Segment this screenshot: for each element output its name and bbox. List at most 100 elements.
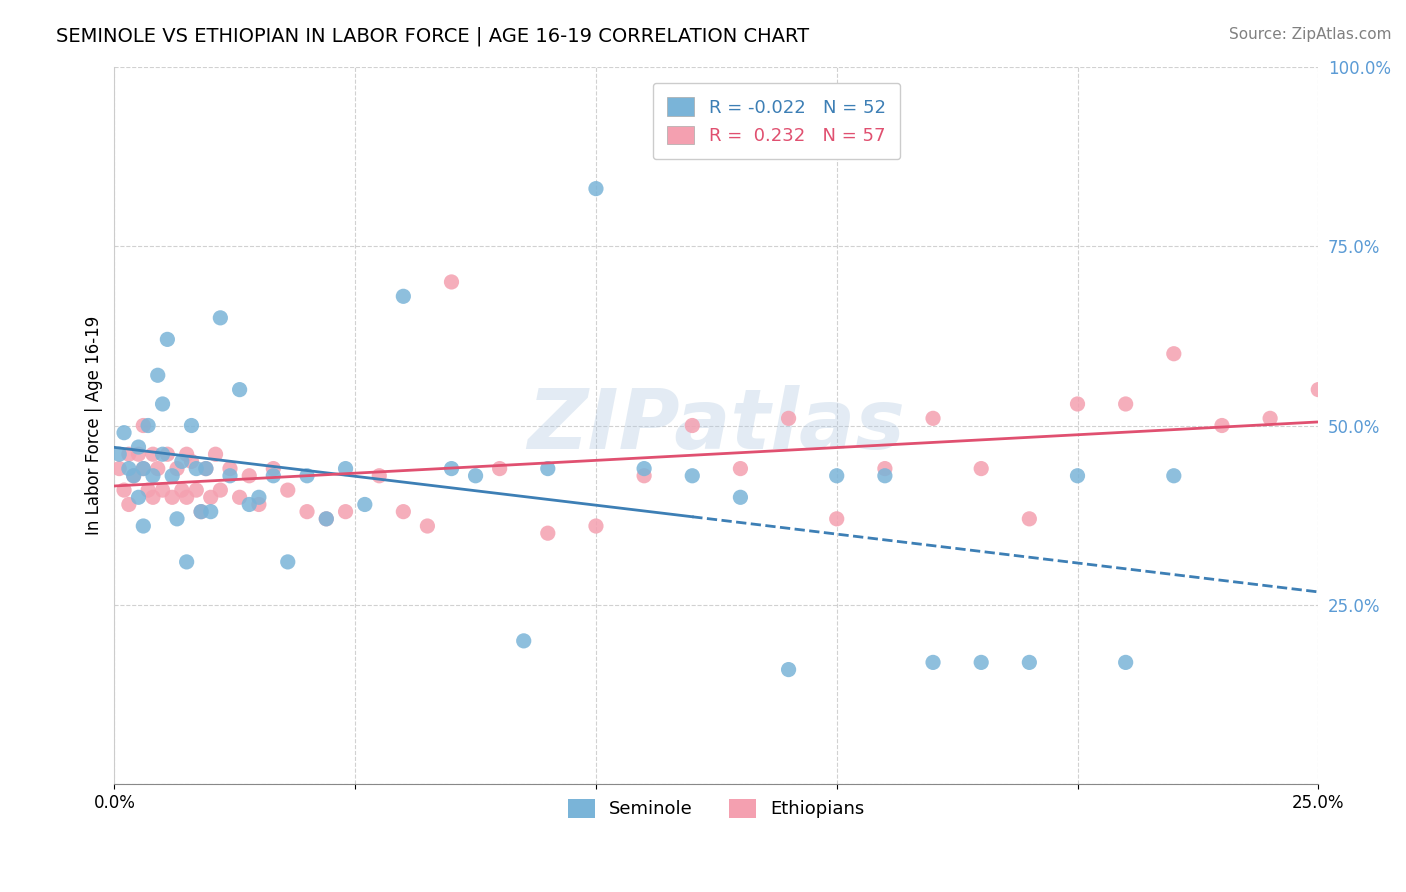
Point [136, 418, 159, 433]
Point [160, 468, 183, 483]
Point [238, 498, 260, 512]
Point [247, 491, 270, 505]
Point [315, 512, 337, 526]
Point [176, 555, 198, 569]
Point [176, 447, 198, 461]
Point [146, 461, 169, 475]
Point [1163, 347, 1185, 361]
Point [778, 663, 800, 677]
Point [922, 656, 945, 670]
Point [440, 275, 463, 289]
Point [136, 483, 159, 497]
Point [190, 505, 212, 519]
Point [112, 483, 135, 497]
Point [730, 491, 752, 505]
Point [228, 383, 250, 397]
Point [186, 483, 208, 497]
Point [335, 461, 357, 475]
Point [277, 555, 299, 569]
Point [262, 461, 284, 475]
Point [512, 633, 534, 648]
Point [537, 526, 560, 541]
Point [247, 498, 270, 512]
Point [127, 440, 149, 454]
Point [146, 368, 169, 383]
Point [166, 461, 188, 475]
Text: Source: ZipAtlas.com: Source: ZipAtlas.com [1229, 27, 1392, 42]
Point [186, 461, 208, 475]
Point [1163, 468, 1185, 483]
Text: SEMINOLE VS ETHIOPIAN IN LABOR FORCE | AGE 16-19 CORRELATION CHART: SEMINOLE VS ETHIOPIAN IN LABOR FORCE | A… [56, 27, 810, 46]
Point [194, 461, 217, 475]
Point [170, 483, 193, 497]
Point [1018, 512, 1040, 526]
Point [1115, 656, 1137, 670]
Point [228, 491, 250, 505]
Point [1115, 397, 1137, 411]
Point [778, 411, 800, 425]
Point [315, 512, 337, 526]
Point [295, 468, 318, 483]
Point [585, 519, 607, 533]
Point [238, 468, 260, 483]
Point [122, 468, 145, 483]
Point [127, 447, 149, 461]
Point [142, 491, 165, 505]
Point [160, 491, 183, 505]
Point [132, 418, 155, 433]
Point [200, 505, 222, 519]
Point [156, 447, 179, 461]
Point [209, 483, 232, 497]
Point [209, 310, 232, 325]
Point [152, 397, 174, 411]
Point [416, 519, 439, 533]
Point [277, 483, 299, 497]
Point [1018, 656, 1040, 670]
Text: ZIPatlas: ZIPatlas [527, 385, 905, 466]
Point [262, 468, 284, 483]
Point [156, 332, 179, 346]
Point [873, 468, 896, 483]
Point [392, 505, 415, 519]
Point [108, 447, 131, 461]
Point [176, 491, 198, 505]
Point [200, 491, 222, 505]
Point [132, 461, 155, 475]
Point [118, 461, 141, 475]
Point [166, 512, 188, 526]
Point [122, 468, 145, 483]
Point [633, 468, 655, 483]
Point [194, 461, 217, 475]
Point [180, 454, 202, 468]
Point [392, 289, 415, 303]
Point [368, 468, 391, 483]
Point [152, 483, 174, 497]
Point [295, 505, 318, 519]
Point [440, 461, 463, 475]
Point [633, 461, 655, 475]
Point [190, 505, 212, 519]
Point [537, 461, 560, 475]
Y-axis label: In Labor Force | Age 16-19: In Labor Force | Age 16-19 [86, 316, 103, 535]
Point [825, 512, 848, 526]
Point [681, 418, 703, 433]
Point [108, 461, 131, 475]
Point [353, 498, 375, 512]
Point [970, 461, 993, 475]
Point [1258, 411, 1281, 425]
Point [1211, 418, 1233, 433]
Point [873, 461, 896, 475]
Point [922, 411, 945, 425]
Point [118, 498, 141, 512]
Point [142, 447, 165, 461]
Point [219, 468, 242, 483]
Point [112, 425, 135, 440]
Point [488, 461, 510, 475]
Point [335, 505, 357, 519]
Legend: Seminole, Ethiopians: Seminole, Ethiopians [561, 792, 872, 826]
Point [132, 519, 155, 533]
Point [825, 468, 848, 483]
Point [464, 468, 486, 483]
Point [142, 468, 165, 483]
Point [127, 491, 149, 505]
